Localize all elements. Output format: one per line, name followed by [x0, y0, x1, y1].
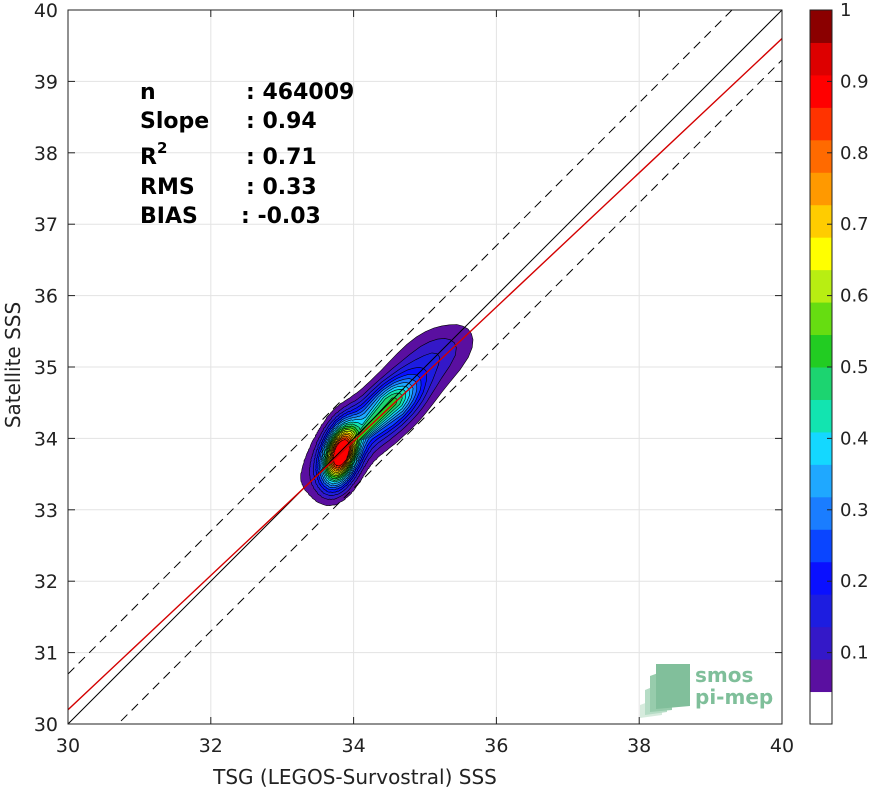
- colorbar-tick-label: 0.4: [840, 428, 869, 449]
- stat-name-rms: RMS: [140, 175, 195, 200]
- colorbar-segment: [810, 691, 832, 725]
- stat-name-r: R2: [140, 139, 167, 170]
- y-tick-label: 40: [34, 0, 58, 22]
- colorbar-tick-label: 0.5: [840, 357, 869, 378]
- y-tick-label: 36: [34, 286, 58, 308]
- x-tick-label: 30: [56, 735, 80, 757]
- y-axis-label: Satellite SSS: [1, 302, 25, 428]
- y-tick-labels: 30 31 32 33 34 35 36 37 38 39 40: [34, 0, 58, 736]
- colorbar: 0.1 0.2 0.3 0.4 0.5 0.6 0.7 0.8 0.9 1: [809, 0, 869, 725]
- colorbar-segment: [810, 464, 832, 498]
- x-tick-label: 38: [627, 735, 651, 757]
- stat-name-n: n: [140, 80, 156, 105]
- colorbar-tick-label: 0.7: [840, 214, 869, 235]
- colorbar-segment: [810, 367, 832, 400]
- y-tick-label: 38: [34, 143, 58, 165]
- stat-value-r: : 0.71: [246, 145, 317, 170]
- axes: [67, 9, 783, 725]
- y-tick-label: 34: [34, 428, 58, 450]
- colorbar-segment: [810, 626, 832, 660]
- colorbar-segment: [810, 172, 832, 206]
- y-tick-label: 31: [34, 643, 58, 665]
- colorbar-tick-label: 1: [840, 0, 851, 21]
- colorbar-tick-label: 0.2: [840, 571, 869, 592]
- x-tick-label: 40: [770, 735, 794, 757]
- x-tick-label: 34: [342, 735, 366, 757]
- colorbar-segment: [810, 237, 832, 271]
- regression-line: [68, 38, 782, 711]
- colorbar-segment: [810, 529, 832, 563]
- x-tick-label: 36: [484, 735, 508, 757]
- y-tick-label: 30: [34, 714, 58, 736]
- colorbar-segment: [810, 139, 832, 173]
- y-tick-label: 33: [34, 500, 58, 522]
- logo-line2: pi-mep: [695, 685, 773, 709]
- logo-mark-icon: [640, 664, 690, 718]
- colorbar-segment: [810, 334, 832, 368]
- colorbar-segment: [810, 10, 832, 43]
- statistics-box: n : 464009 Slope : 0.94 R2 : 0.71 RMS : 0.33 BIA…: [140, 80, 354, 229]
- x-axis-label: TSG (LEGOS-Survostral) SSS: [212, 765, 497, 789]
- stat-value-rms: : 0.33: [246, 175, 317, 200]
- colorbar-tick-label: 0.1: [840, 643, 869, 664]
- colorbar-segment: [810, 496, 832, 530]
- lower-bound-line: [117, 59, 782, 724]
- smos-pi-mep-logo: smos pi-mep: [640, 663, 773, 718]
- colorbar-segment: [810, 659, 832, 693]
- y-tick-label: 35: [34, 357, 58, 379]
- colorbar-tick-label: 0.9: [840, 71, 869, 92]
- colorbar-segment: [810, 561, 832, 595]
- colorbar-segment: [810, 594, 832, 628]
- stat-value-bias: : -0.03: [241, 204, 321, 229]
- y-tick-label: 37: [34, 214, 58, 236]
- stat-value-n: : 464009: [246, 80, 354, 105]
- x-tick-label: 32: [199, 735, 223, 757]
- colorbar-segment: [810, 302, 832, 336]
- colorbar-tick-label: 0.6: [840, 286, 869, 307]
- stat-name-slope: Slope: [140, 109, 209, 134]
- x-tick-labels: 30 32 34 36 38 40: [56, 735, 794, 757]
- colorbar-segment: [810, 107, 832, 141]
- y-tick-label: 32: [34, 571, 58, 593]
- identity-line: [68, 10, 782, 724]
- stat-value-slope: : 0.94: [246, 109, 317, 134]
- colorbar-segment: [810, 42, 832, 76]
- upper-bound-line: [68, 10, 733, 675]
- colorbar-segment: [810, 269, 832, 303]
- reference-lines: [68, 10, 782, 724]
- colorbar-segment: [810, 74, 832, 108]
- colorbar-segment: [810, 431, 832, 465]
- stat-name-bias: BIAS: [140, 204, 198, 229]
- logo-line1: smos: [695, 663, 753, 687]
- colorbar-segment: [810, 204, 832, 238]
- colorbar-tick-label: 0.8: [840, 143, 869, 164]
- colorbar-tick-label: 0.3: [840, 500, 869, 521]
- y-tick-label: 39: [34, 71, 58, 93]
- colorbar-segment: [810, 399, 832, 433]
